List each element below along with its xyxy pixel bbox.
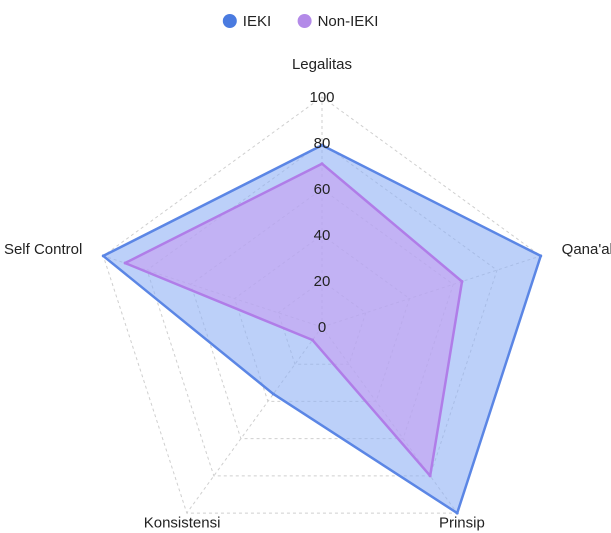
tick-labels: 0 20 40 60 80 100 <box>309 89 334 336</box>
axis-label-prinsip: Prinsip <box>439 515 485 532</box>
point-non-ieki-prinsip <box>428 474 432 478</box>
legend-swatch-non-ieki[interactable] <box>297 14 312 28</box>
legend-label-ieki[interactable]: IEKI <box>243 13 271 30</box>
axis-label-legalitas: Legalitas <box>292 56 352 73</box>
tick-label-100: 100 <box>309 89 334 106</box>
axis-labels: Legalitas Qana'ah Prinsip Konsistensi Self C… <box>4 56 611 532</box>
legend-label-non-ieki[interactable]: Non-IEKI <box>318 13 379 30</box>
tick-label-20: 20 <box>314 273 331 290</box>
point-non-ieki-legalitas <box>320 162 324 166</box>
point-non-ieki-konsistensi <box>311 338 315 342</box>
axis-label-konsistensi: Konsistensi <box>144 515 221 532</box>
tick-label-0: 0 <box>318 319 326 336</box>
legend-swatch-ieki[interactable] <box>222 14 237 28</box>
point-ieki-self-control <box>101 254 105 258</box>
point-ieki-qana-ah <box>539 254 543 258</box>
tick-label-60: 60 <box>314 181 331 198</box>
axis-label-qana-ah: Qana'ah <box>562 241 611 258</box>
series-area-non-ieki <box>123 162 464 478</box>
axis-label-self-control: Self Control <box>4 241 82 258</box>
point-non-ieki-self-control <box>123 261 127 265</box>
point-ieki-prinsip <box>455 511 459 515</box>
tick-label-80: 80 <box>314 135 331 152</box>
point-ieki-legalitas <box>320 143 324 147</box>
point-ieki-konsistensi <box>271 392 275 396</box>
series-layer <box>101 143 543 515</box>
point-non-ieki-qana-ah <box>460 280 464 284</box>
tick-label-40: 40 <box>314 227 331 244</box>
legend: IEKI Non-IEKI <box>222 13 379 30</box>
